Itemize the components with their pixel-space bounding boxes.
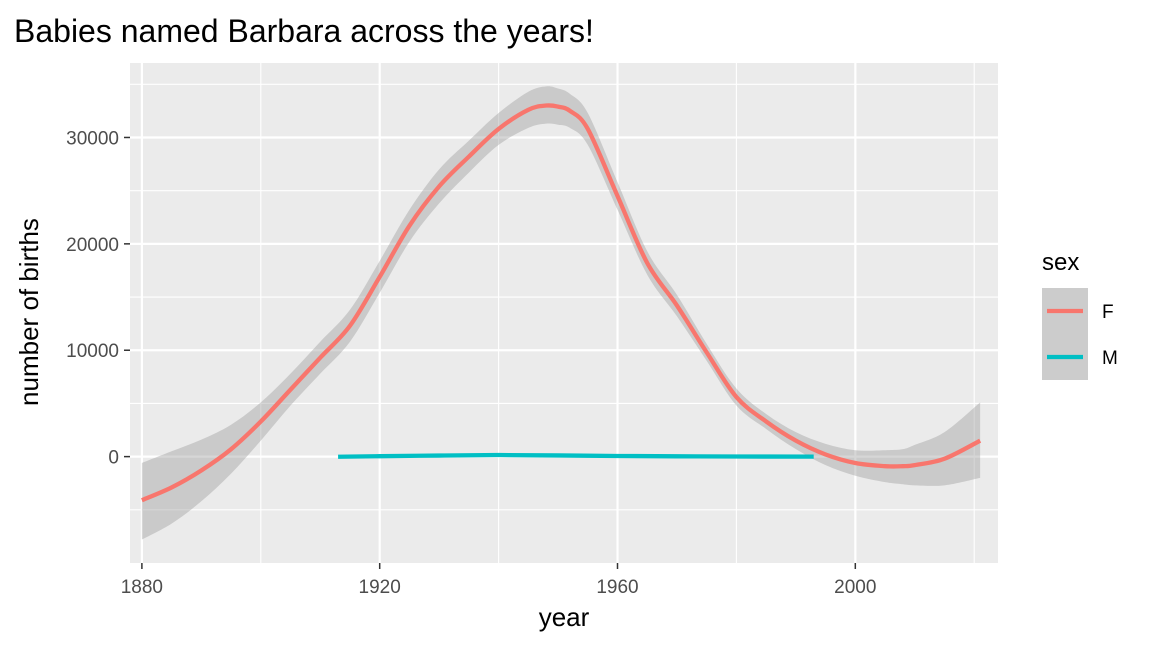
y-tick-label: 20000 xyxy=(66,235,119,256)
x-tick-label: 1920 xyxy=(359,577,401,598)
plot-panel xyxy=(130,63,998,563)
panel-background xyxy=(130,63,998,563)
x-tick-label: 2000 xyxy=(834,577,876,598)
legend: sex F M xyxy=(1042,249,1118,380)
x-tick-label: 1960 xyxy=(596,577,638,598)
legend-label-F: F xyxy=(1102,302,1114,323)
y-tick-label: 30000 xyxy=(66,128,119,149)
legend-title: sex xyxy=(1042,249,1079,276)
y-tick-label: 10000 xyxy=(66,341,119,362)
y-axis-title: number of births xyxy=(14,218,44,406)
chart-title: Babies named Barbara across the years! xyxy=(14,13,594,49)
legend-label-M: M xyxy=(1102,348,1118,369)
x-axis-title: year xyxy=(539,602,590,632)
y-tick-label: 0 xyxy=(108,448,119,469)
x-tick-label: 1880 xyxy=(121,577,163,598)
series-line-F xyxy=(141,103,982,503)
series-line-M xyxy=(338,452,814,459)
